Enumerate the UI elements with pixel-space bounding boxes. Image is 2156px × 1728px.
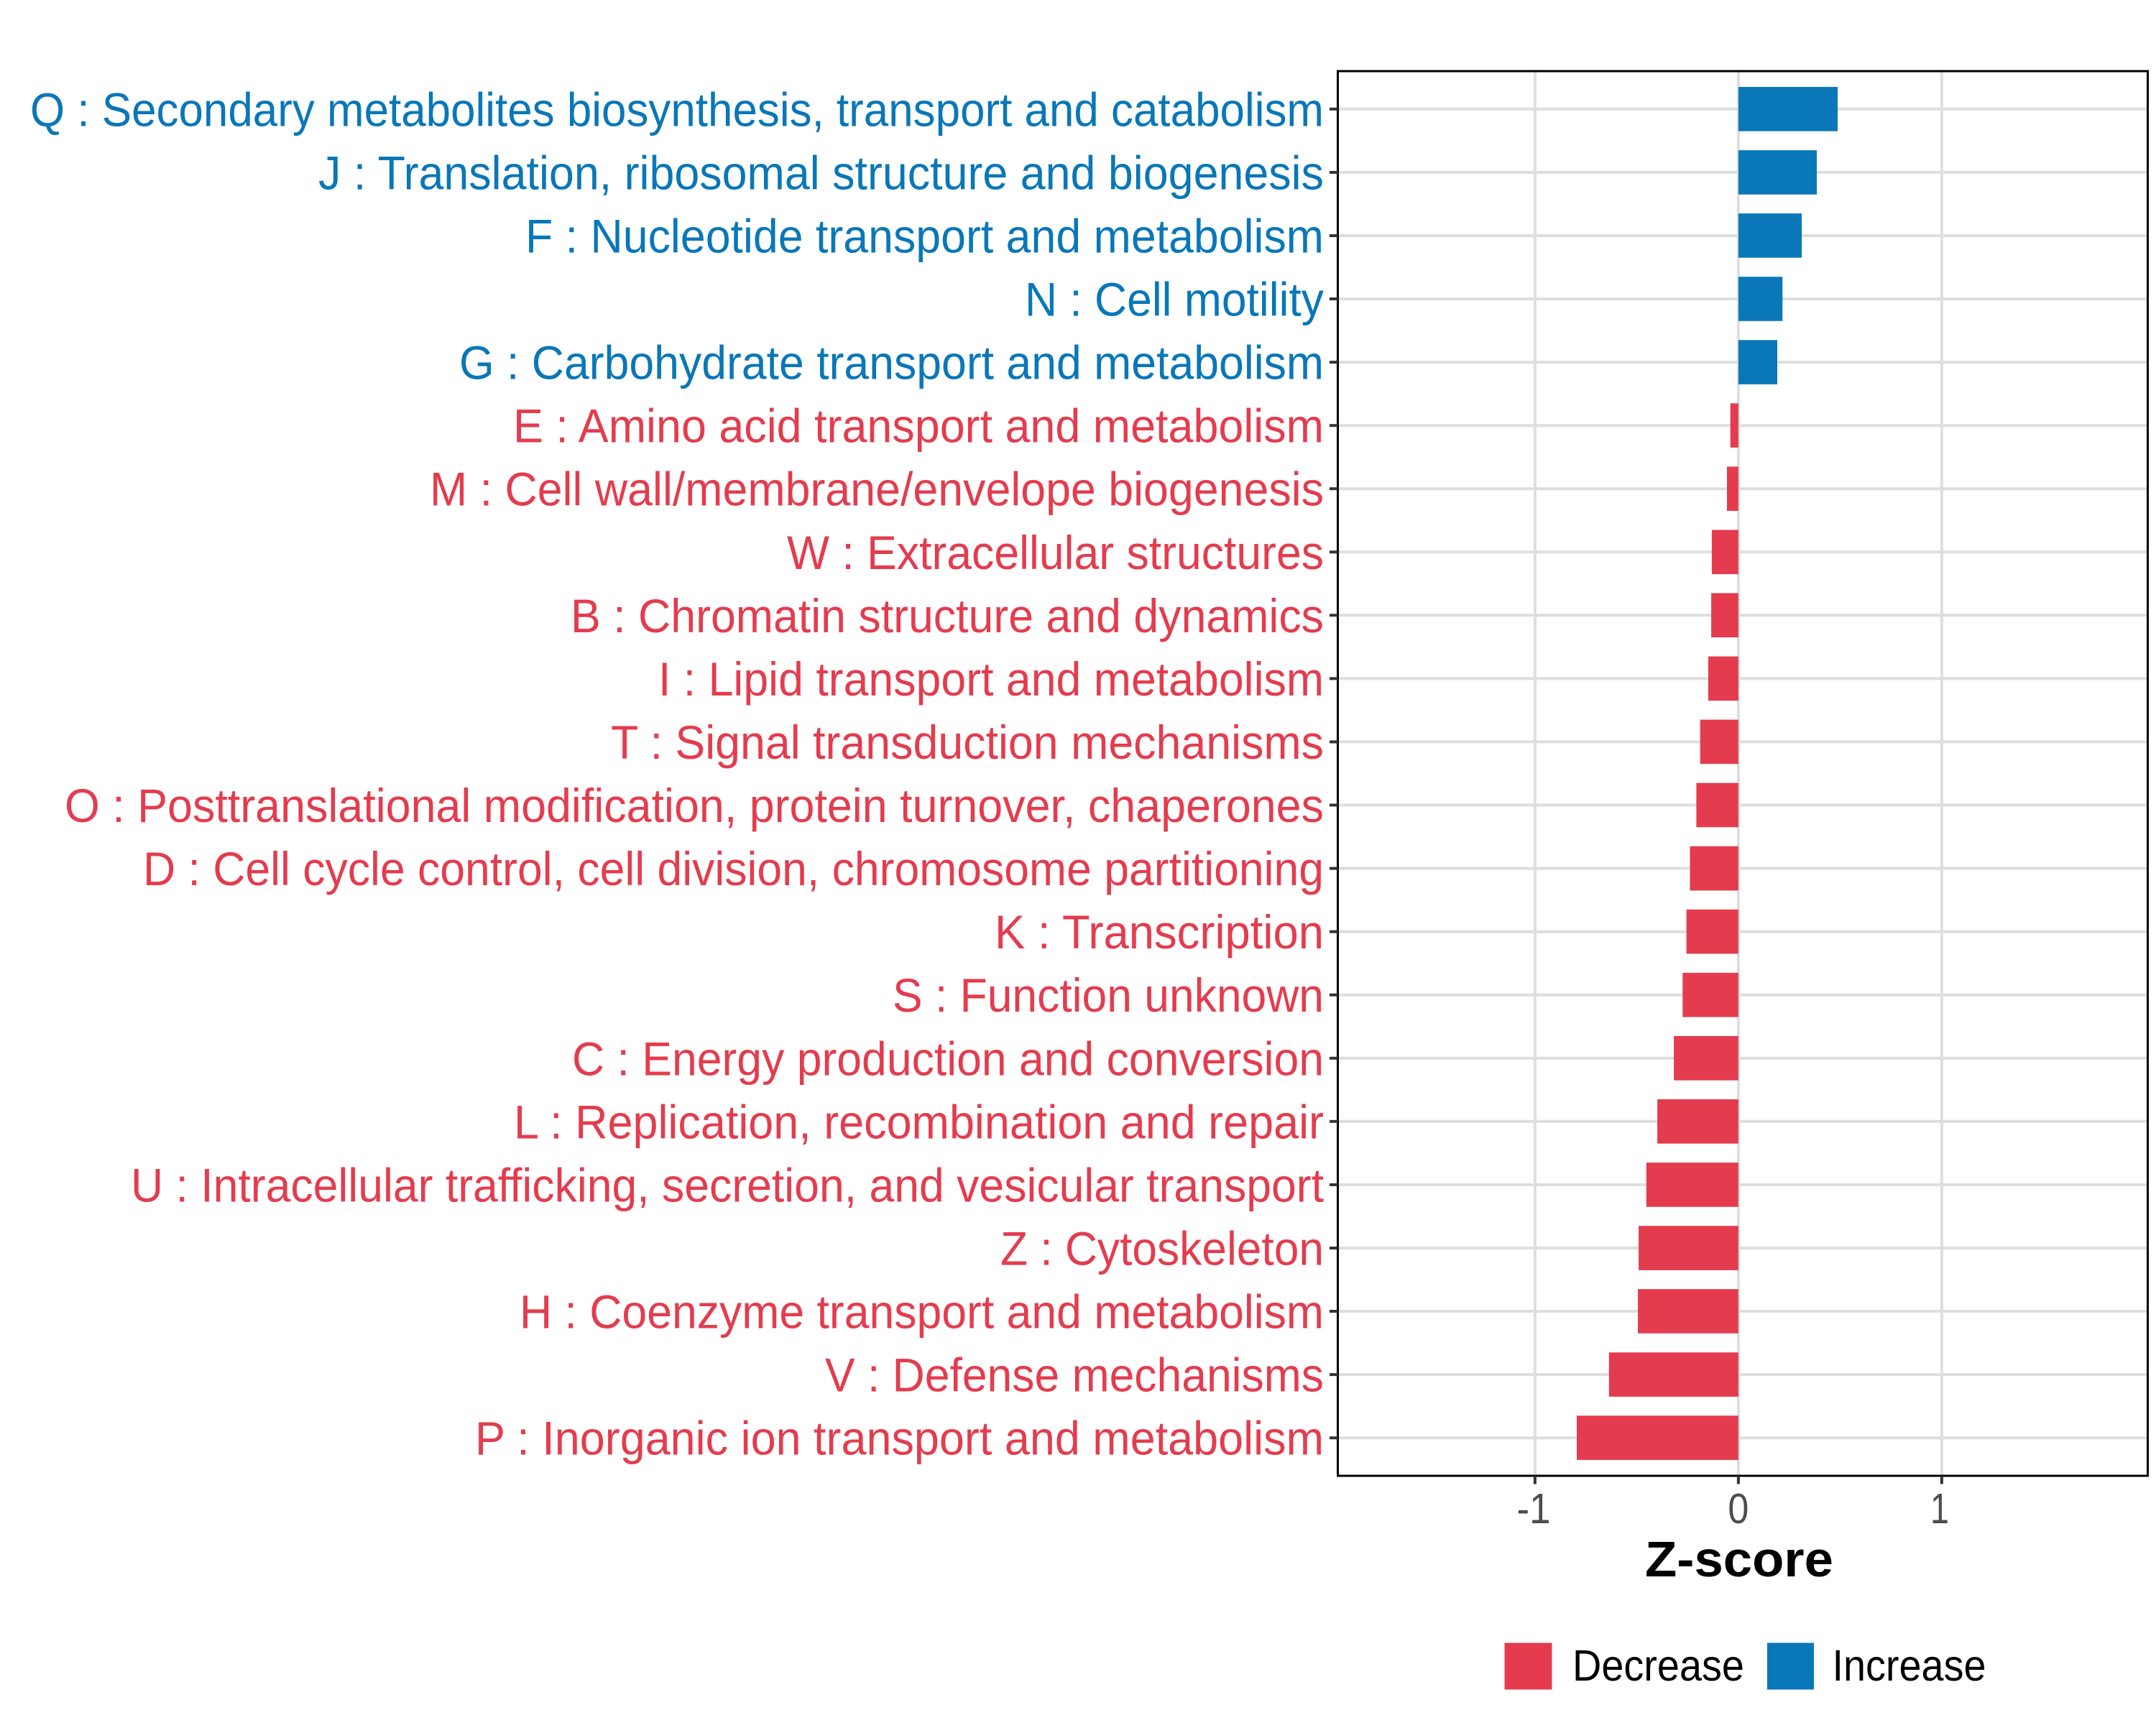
svg-text:B : Chromatin structure and dy: B : Chromatin structure and dynamics (571, 589, 1324, 642)
svg-text:T : Signal transduction mechan: T : Signal transduction mechanisms (611, 716, 1324, 769)
svg-text:0: 0 (1728, 1485, 1749, 1533)
svg-text:N : Cell motility: N : Cell motility (1025, 273, 1324, 326)
svg-text:H : Coenzyme transport and met: H : Coenzyme transport and metabolism (520, 1285, 1324, 1339)
svg-text:W : Extracellular structures: W : Extracellular structures (787, 526, 1324, 579)
svg-text:1: 1 (1930, 1485, 1949, 1533)
svg-text:D : Cell cycle control, cell d: D : Cell cycle control, cell division, c… (143, 842, 1324, 895)
svg-text:V : Defense mechanisms: V : Defense mechanisms (825, 1349, 1324, 1402)
svg-text:E : Amino acid transport and m: E : Amino acid transport and metabolism (513, 399, 1324, 453)
svg-text:Z : Cytoskeleton: Z : Cytoskeleton (1000, 1222, 1324, 1275)
svg-text:F : Nucleotide transport and m: F : Nucleotide transport and metabolism (525, 210, 1324, 263)
svg-text:S : Function unknown: S : Function unknown (893, 969, 1324, 1022)
svg-text:I : Lipid transport and metabo: I : Lipid transport and metabolism (658, 652, 1324, 706)
svg-text:Decrease: Decrease (1572, 1641, 1744, 1690)
svg-text:K : Transcription: K : Transcription (995, 905, 1324, 958)
svg-text:Q : Secondary metabolites bios: Q : Secondary metabolites biosynthesis, … (30, 83, 1324, 136)
svg-text:Increase: Increase (1833, 1641, 1986, 1690)
svg-text:M : Cell wall/membrane/envelop: M : Cell wall/membrane/envelope biogenes… (430, 463, 1324, 516)
svg-text:O : Posttranslational modifica: O : Posttranslational modification, prot… (65, 779, 1324, 832)
svg-text:C : Energy production and conv: C : Energy production and conversion (572, 1032, 1324, 1085)
svg-text:P : Inorganic ion transport an: P : Inorganic ion transport and metaboli… (475, 1412, 1324, 1465)
svg-text:G : Carbohydrate transport and: G : Carbohydrate transport and metabolis… (459, 336, 1324, 389)
svg-text:U : Intracellular trafficking,: U : Intracellular trafficking, secretion… (131, 1158, 1324, 1211)
svg-text:L : Replication, recombination: L : Replication, recombination and repai… (514, 1095, 1324, 1148)
svg-text:-1: -1 (1517, 1485, 1551, 1533)
svg-text:J : Translation, ribosomal str: J : Translation, ribosomal structure and… (318, 146, 1324, 199)
svg-text:Z-score: Z-score (1645, 1531, 1833, 1587)
